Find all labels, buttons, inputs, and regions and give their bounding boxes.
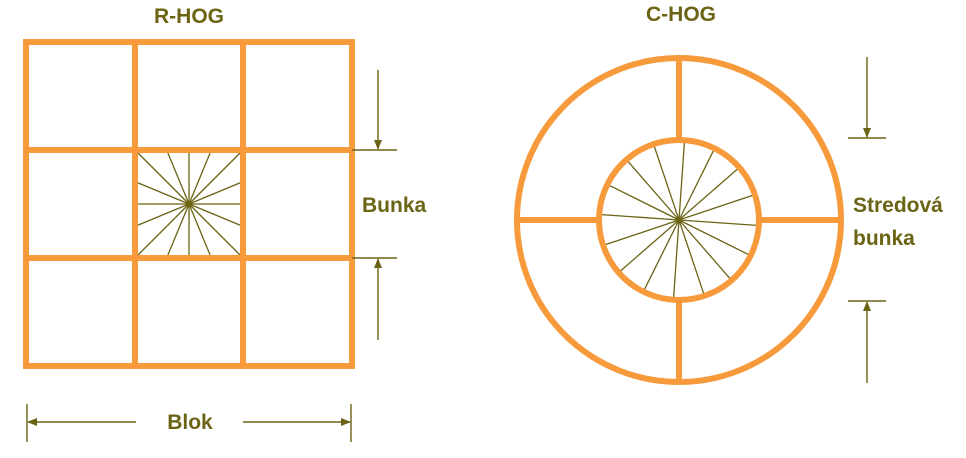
chog-cell-dimension [848,57,886,383]
chog-ray [604,219,680,246]
chog-title: C-HOG [646,3,716,26]
chog-ray [619,219,680,272]
chog-ray [601,213,680,221]
rhog-center-rays [137,152,241,256]
rhog-cell-dimension [352,70,397,340]
chog-ray [678,219,757,227]
chog-ray [678,194,754,221]
rhog-ray [188,203,241,226]
chog-ray [643,219,680,291]
chog-ray [678,149,715,221]
rhog-block-dimension [26,404,352,442]
chog-cell-label-line2: bunka [853,227,915,250]
chog-ray [678,219,705,295]
chog-center-rays [601,142,757,298]
rhog-ray [167,152,190,205]
rhog-cell-label: Bunka [362,194,427,217]
chog-ray [678,219,750,256]
rhog-ray [137,182,190,205]
rhog-block-outline [23,39,355,369]
rhog-grid [23,39,355,369]
rhog-ray [167,203,190,256]
rhog-title: R-HOG [154,5,224,28]
chog-ray [627,160,680,221]
chog-ray [672,219,680,298]
rhog-ray [137,152,190,205]
chog-ray [678,219,731,280]
rhog-block-label: Blok [167,411,213,434]
chog-ray [678,168,739,221]
rhog-ray [188,152,241,205]
rhog-ray [137,203,190,256]
rhog-ray [188,203,241,256]
chog-ray [653,145,680,221]
rhog-ray [188,203,211,256]
rhog-diagram: R-HOG Bunka Blok [23,5,427,442]
rhog-ray [188,182,241,205]
chog-ray [678,142,686,221]
rhog-ray [188,152,211,205]
chog-ray [608,184,680,221]
chog-diagram: C-HOG Stredová bunka [514,3,943,385]
rhog-ray [137,203,190,226]
chog-cell-label-line1: Stredová [853,194,943,217]
chog-rings [514,55,844,385]
